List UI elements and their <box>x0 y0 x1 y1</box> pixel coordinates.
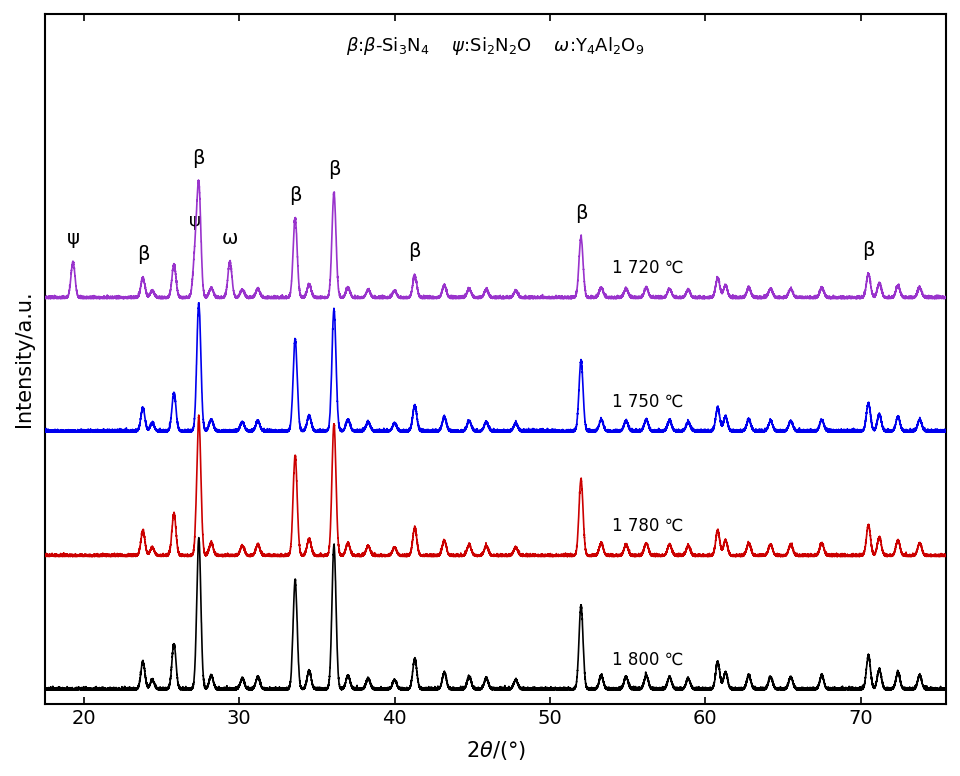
Text: ψ: ψ <box>66 229 80 248</box>
Text: 1 720 ℃: 1 720 ℃ <box>612 259 684 277</box>
Text: 1 800 ℃: 1 800 ℃ <box>612 650 684 669</box>
Text: β: β <box>289 185 301 205</box>
Text: β: β <box>575 204 588 223</box>
Text: β: β <box>193 148 205 168</box>
Text: 1 780 ℃: 1 780 ℃ <box>612 517 684 535</box>
Text: β: β <box>327 160 340 178</box>
Text: ω: ω <box>222 229 238 248</box>
Text: β: β <box>136 244 149 264</box>
Y-axis label: Intensity/a.u.: Intensity/a.u. <box>13 291 34 428</box>
Text: β: β <box>862 241 875 260</box>
Text: ψ: ψ <box>189 212 201 230</box>
Text: β: β <box>409 242 421 261</box>
Text: 1 750 ℃: 1 750 ℃ <box>612 393 684 411</box>
Text: $\beta$:$\beta$-Si$_3$N$_4$    $\psi$:Si$_2$N$_2$O    $\omega$:Y$_4$Al$_2$O$_9$: $\beta$:$\beta$-Si$_3$N$_4$ $\psi$:Si$_2… <box>347 35 645 57</box>
X-axis label: 2$\theta$/(°): 2$\theta$/(°) <box>466 739 525 762</box>
